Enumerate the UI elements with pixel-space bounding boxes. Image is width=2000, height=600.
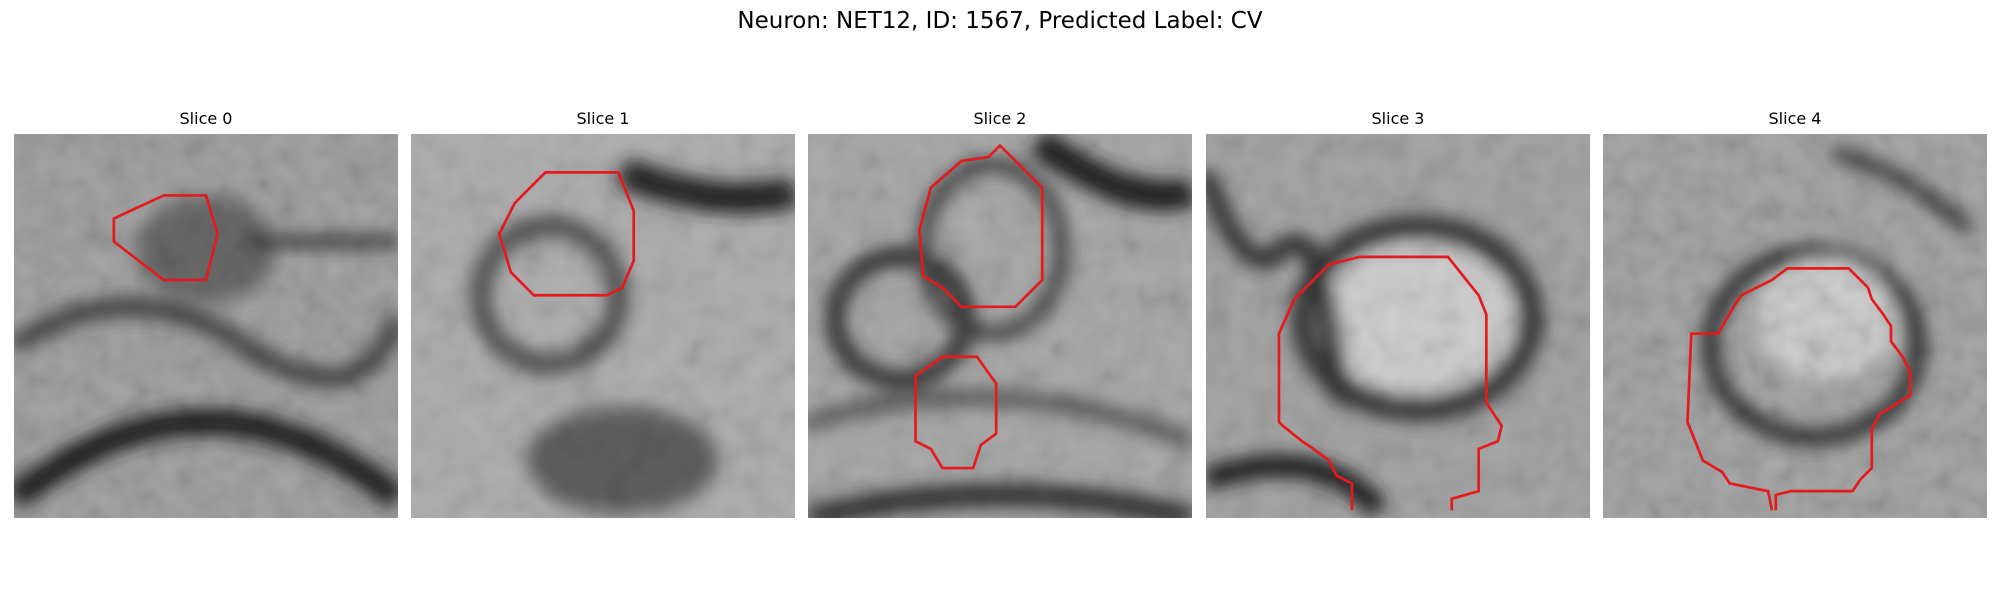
slice-image [1206, 134, 1590, 518]
slice-title: Slice 3 [1371, 109, 1425, 128]
slice-panel-2: Slice 2 [808, 108, 1192, 518]
slice-panel-3: Slice 3 [1206, 108, 1590, 518]
slice-image [808, 134, 1192, 518]
slice-image [1603, 134, 1987, 518]
roi-contour [1277, 255, 1504, 511]
slice-panel-1: Slice 1 [411, 108, 795, 518]
slice-title: Slice 1 [576, 109, 630, 128]
roi-contour [112, 194, 219, 282]
slice-image [411, 134, 795, 518]
slice-title: Slice 4 [1768, 109, 1822, 128]
slice-image [14, 134, 398, 518]
roi-contour [918, 143, 1044, 309]
roi-contour [1686, 267, 1912, 511]
slice-panel-4: Slice 4 [1603, 108, 1987, 518]
roi-contour [497, 171, 636, 297]
slice-panel-0: Slice 0 [14, 108, 398, 518]
slice-title: Slice 0 [179, 109, 233, 128]
figure-title: Neuron: NET12, ID: 1567, Predicted Label… [737, 8, 1263, 34]
roi-contour [914, 355, 998, 470]
slice-title: Slice 2 [973, 109, 1027, 128]
